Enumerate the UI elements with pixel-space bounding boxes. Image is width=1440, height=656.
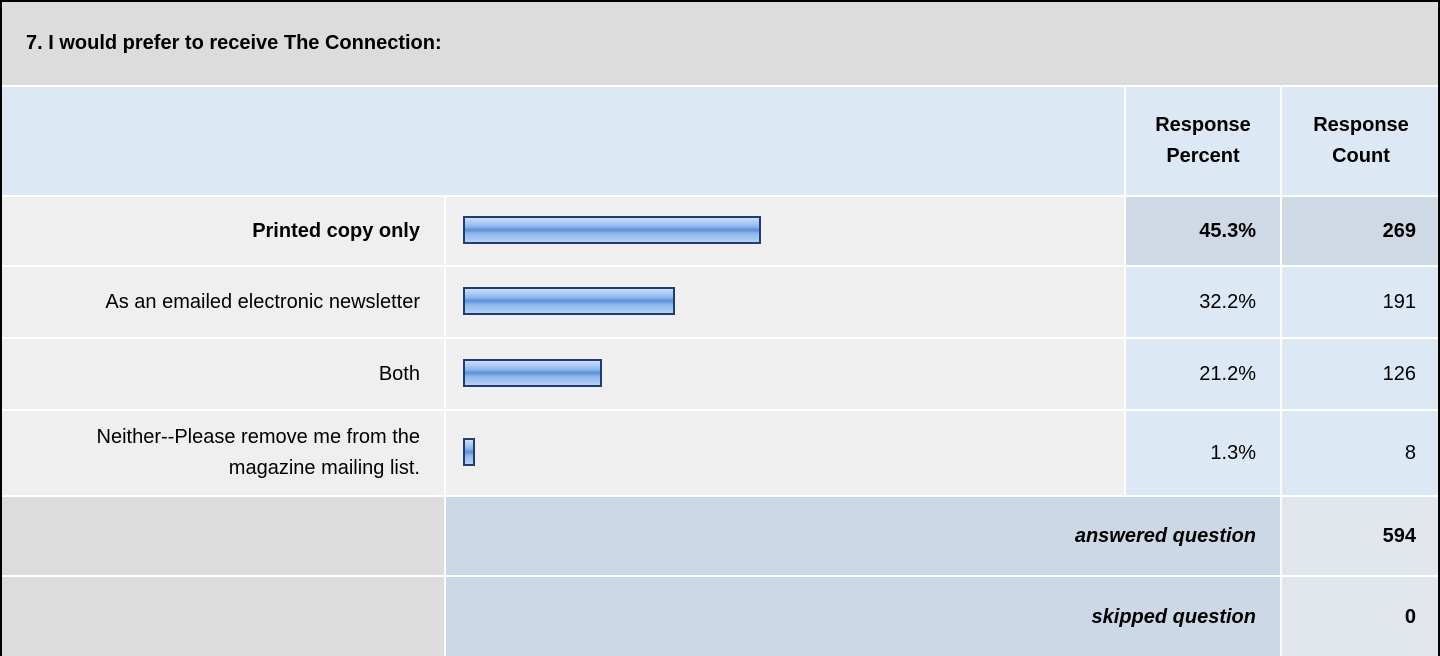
- summary-count: 594: [1282, 497, 1438, 577]
- row-count: 8: [1282, 411, 1438, 497]
- header-percent: Response Percent: [1126, 87, 1282, 197]
- header-blank: [2, 87, 1126, 197]
- summary-blank: [2, 497, 446, 577]
- summary-count: 0: [1282, 577, 1438, 656]
- row-label: Both: [2, 339, 446, 411]
- row-percent: 21.2%: [1126, 339, 1282, 411]
- row-percent: 45.3%: [1126, 197, 1282, 267]
- bar-cell: [446, 411, 1126, 497]
- header-count: Response Count: [1282, 87, 1438, 197]
- summary-label: skipped question: [446, 577, 1282, 656]
- row-label: Neither--Please remove me from the magaz…: [2, 411, 446, 497]
- row-count: 269: [1282, 197, 1438, 267]
- summary-blank: [2, 577, 446, 656]
- row-count: 191: [1282, 267, 1438, 339]
- response-bar: [463, 287, 675, 315]
- row-label: Printed copy only: [2, 197, 446, 267]
- row-label: As an emailed electronic newsletter: [2, 267, 446, 339]
- question-title: 7. I would prefer to receive The Connect…: [2, 2, 1438, 87]
- row-count: 126: [1282, 339, 1438, 411]
- response-bar: [463, 438, 475, 466]
- summary-label: answered question: [446, 497, 1282, 577]
- response-bar: [463, 216, 762, 244]
- response-bar: [463, 359, 603, 387]
- row-percent: 1.3%: [1126, 411, 1282, 497]
- row-percent: 32.2%: [1126, 267, 1282, 339]
